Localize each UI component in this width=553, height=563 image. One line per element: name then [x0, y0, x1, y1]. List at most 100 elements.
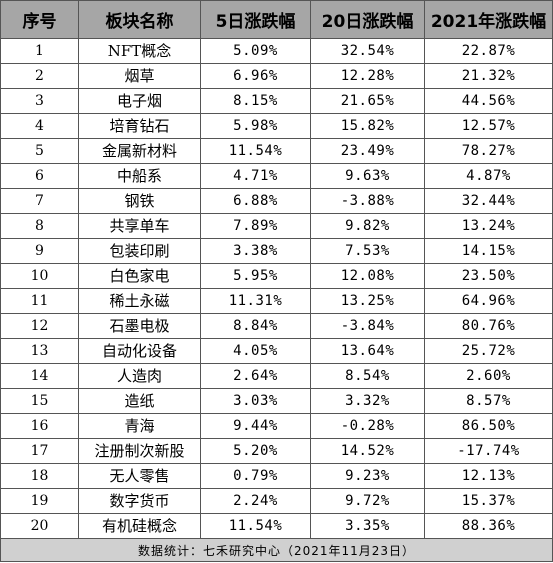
cell-2021-change: 2.60%	[424, 363, 553, 389]
cell-2021-change: -17.74%	[424, 438, 553, 464]
cell-20day-change: 7.53%	[310, 238, 425, 264]
cell-2021-change: 12.13%	[424, 463, 553, 489]
cell-sector-name: NFT概念	[78, 38, 201, 64]
table-row: 20 有机硅概念 11.54% 3.35% 88.36%	[0, 513, 553, 539]
cell-index: 7	[0, 188, 79, 214]
cell-5day-change: 9.44%	[200, 413, 311, 439]
cell-2021-change: 12.57%	[424, 113, 553, 139]
cell-2021-change: 64.96%	[424, 288, 553, 314]
cell-2021-change: 78.27%	[424, 138, 553, 164]
cell-5day-change: 4.71%	[200, 163, 311, 189]
cell-index: 17	[0, 438, 79, 464]
cell-5day-change: 5.98%	[200, 113, 311, 139]
cell-20day-change: 12.08%	[310, 263, 425, 289]
table-row: 13 自动化设备 4.05% 13.64% 25.72%	[0, 338, 553, 364]
cell-20day-change: -3.84%	[310, 313, 425, 339]
cell-index: 15	[0, 388, 79, 414]
cell-sector-name: 烟草	[78, 63, 201, 89]
cell-2021-change: 8.57%	[424, 388, 553, 414]
table-row: 5 金属新材料 11.54% 23.49% 78.27%	[0, 138, 553, 164]
cell-index: 13	[0, 338, 79, 364]
cell-index: 4	[0, 113, 79, 139]
cell-index: 14	[0, 363, 79, 389]
cell-index: 11	[0, 288, 79, 314]
cell-sector-name: 稀土永磁	[78, 288, 201, 314]
cell-sector-name: 白色家电	[78, 263, 201, 289]
cell-sector-name: 金属新材料	[78, 138, 201, 164]
table-row: 8 共享单车 7.89% 9.82% 13.24%	[0, 213, 553, 239]
cell-2021-change: 25.72%	[424, 338, 553, 364]
cell-5day-change: 3.38%	[200, 238, 311, 264]
cell-2021-change: 80.76%	[424, 313, 553, 339]
cell-index: 12	[0, 313, 79, 339]
table-row: 3 电子烟 8.15% 21.65% 44.56%	[0, 88, 553, 114]
cell-20day-change: 9.72%	[310, 488, 425, 514]
cell-20day-change: 15.82%	[310, 113, 425, 139]
cell-5day-change: 6.96%	[200, 63, 311, 89]
cell-5day-change: 2.24%	[200, 488, 311, 514]
header-5day-change: 5日涨跌幅	[200, 0, 311, 39]
cell-20day-change: 14.52%	[310, 438, 425, 464]
cell-5day-change: 6.88%	[200, 188, 311, 214]
table-row: 19 数字货币 2.24% 9.72% 15.37%	[0, 488, 553, 514]
cell-20day-change: -3.88%	[310, 188, 425, 214]
cell-2021-change: 44.56%	[424, 88, 553, 114]
table-body: 1 NFT概念 5.09% 32.54% 22.87% 2 烟草 6.96% 12.28% 21.…	[0, 38, 553, 539]
cell-index: 9	[0, 238, 79, 264]
cell-2021-change: 14.15%	[424, 238, 553, 264]
cell-sector-name: 电子烟	[78, 88, 201, 114]
cell-20day-change: 32.54%	[310, 38, 425, 64]
cell-5day-change: 5.09%	[200, 38, 311, 64]
cell-index: 5	[0, 138, 79, 164]
cell-20day-change: 9.82%	[310, 213, 425, 239]
cell-sector-name: 包装印刷	[78, 238, 201, 264]
cell-5day-change: 7.89%	[200, 213, 311, 239]
cell-20day-change: 9.63%	[310, 163, 425, 189]
table-row: 6 中船系 4.71% 9.63% 4.87%	[0, 163, 553, 189]
cell-5day-change: 11.54%	[200, 513, 311, 539]
cell-20day-change: 3.32%	[310, 388, 425, 414]
cell-5day-change: 11.54%	[200, 138, 311, 164]
cell-sector-name: 石墨电极	[78, 313, 201, 339]
cell-5day-change: 0.79%	[200, 463, 311, 489]
cell-2021-change: 86.50%	[424, 413, 553, 439]
cell-5day-change: 5.95%	[200, 263, 311, 289]
table-row: 12 石墨电极 8.84% -3.84% 80.76%	[0, 313, 553, 339]
cell-5day-change: 3.03%	[200, 388, 311, 414]
cell-20day-change: -0.28%	[310, 413, 425, 439]
cell-sector-name: 钢铁	[78, 188, 201, 214]
table-row: 7 钢铁 6.88% -3.88% 32.44%	[0, 188, 553, 214]
cell-2021-change: 4.87%	[424, 163, 553, 189]
table-row: 17 注册制次新股 5.20% 14.52% -17.74%	[0, 438, 553, 464]
table-row: 15 造纸 3.03% 3.32% 8.57%	[0, 388, 553, 414]
cell-20day-change: 12.28%	[310, 63, 425, 89]
cell-sector-name: 青海	[78, 413, 201, 439]
cell-index: 16	[0, 413, 79, 439]
cell-index: 19	[0, 488, 79, 514]
table-row: 9 包装印刷 3.38% 7.53% 14.15%	[0, 238, 553, 264]
cell-index: 3	[0, 88, 79, 114]
cell-20day-change: 21.65%	[310, 88, 425, 114]
cell-5day-change: 11.31%	[200, 288, 311, 314]
data-source-note: 数据统计：七禾研究中心（2021年11月23日）	[0, 538, 553, 562]
cell-sector-name: 培育钻石	[78, 113, 201, 139]
cell-sector-name: 无人零售	[78, 463, 201, 489]
cell-20day-change: 13.25%	[310, 288, 425, 314]
cell-20day-change: 23.49%	[310, 138, 425, 164]
table-row: 11 稀土永磁 11.31% 13.25% 64.96%	[0, 288, 553, 314]
cell-index: 18	[0, 463, 79, 489]
cell-index: 8	[0, 213, 79, 239]
header-index: 序号	[0, 0, 79, 39]
cell-5day-change: 5.20%	[200, 438, 311, 464]
header-sector-name: 板块名称	[78, 0, 201, 39]
cell-sector-name: 自动化设备	[78, 338, 201, 364]
cell-index: 1	[0, 38, 79, 64]
cell-2021-change: 88.36%	[424, 513, 553, 539]
cell-5day-change: 2.64%	[200, 363, 311, 389]
table-row: 2 烟草 6.96% 12.28% 21.32%	[0, 63, 553, 89]
cell-5day-change: 8.15%	[200, 88, 311, 114]
cell-sector-name: 注册制次新股	[78, 438, 201, 464]
cell-sector-name: 中船系	[78, 163, 201, 189]
cell-5day-change: 4.05%	[200, 338, 311, 364]
